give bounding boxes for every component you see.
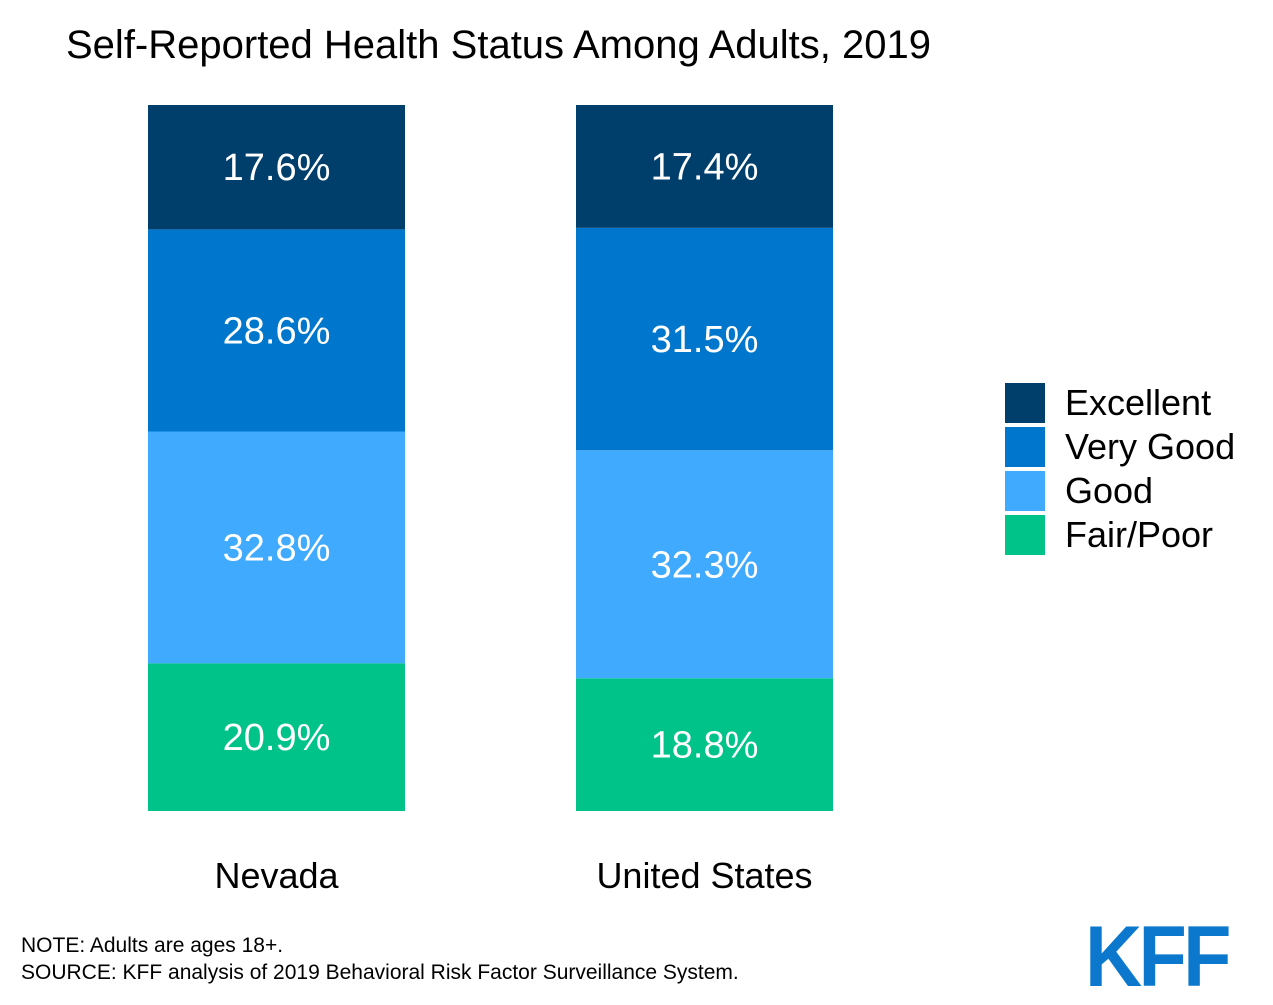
data-label: 17.4% xyxy=(651,146,759,188)
bar-segment-nevada-excellent xyxy=(148,105,405,230)
bar-segment-nevada-good xyxy=(148,431,405,664)
data-label: 20.9% xyxy=(223,717,331,759)
legend-item-very-good: Very Good xyxy=(1005,425,1235,469)
legend-label: Good xyxy=(1065,470,1154,511)
data-label: 32.3% xyxy=(651,544,759,586)
legend-swatch xyxy=(1005,383,1045,423)
legend-label: Fair/Poor xyxy=(1065,514,1214,555)
legend-item-good: Good xyxy=(1005,469,1235,513)
kff-logo: KFF xyxy=(1085,909,1231,1005)
source-text: SOURCE: KFF analysis of 2019 Behavioral … xyxy=(21,961,739,984)
data-label: 18.8% xyxy=(651,725,759,767)
data-label: 17.6% xyxy=(223,147,331,189)
chart-legend: Excellent Very Good Good Fair/Poor xyxy=(1005,381,1235,557)
bar-segment-nevada-very-good xyxy=(148,229,405,432)
legend-swatch xyxy=(1005,471,1045,511)
bar-segment-united-states-excellent xyxy=(576,105,833,228)
category-label: United States xyxy=(596,855,812,896)
data-label: 32.8% xyxy=(223,527,331,569)
chart-title: Self-Reported Health Status Among Adults… xyxy=(66,23,931,67)
data-label: 31.5% xyxy=(651,319,759,361)
category-label: Nevada xyxy=(214,855,339,896)
legend-item-excellent: Excellent xyxy=(1005,381,1235,425)
note-text: NOTE: Adults are ages 18+. xyxy=(21,934,284,957)
legend-item-fair-poor: Fair/Poor xyxy=(1005,513,1235,557)
footnotes: NOTE: Adults are ages 18+. SOURCE: KFF a… xyxy=(21,932,739,986)
legend-swatch xyxy=(1005,427,1045,467)
legend-swatch xyxy=(1005,515,1045,555)
bar-segment-nevada-fair-poor xyxy=(148,663,405,811)
legend-label: Excellent xyxy=(1065,382,1212,423)
bar-segment-united-states-good xyxy=(576,450,833,679)
data-label: 28.6% xyxy=(223,310,331,352)
legend-label: Very Good xyxy=(1065,426,1236,467)
bar-segment-united-states-very-good xyxy=(576,227,833,451)
bar-segment-united-states-fair-poor xyxy=(576,678,833,811)
